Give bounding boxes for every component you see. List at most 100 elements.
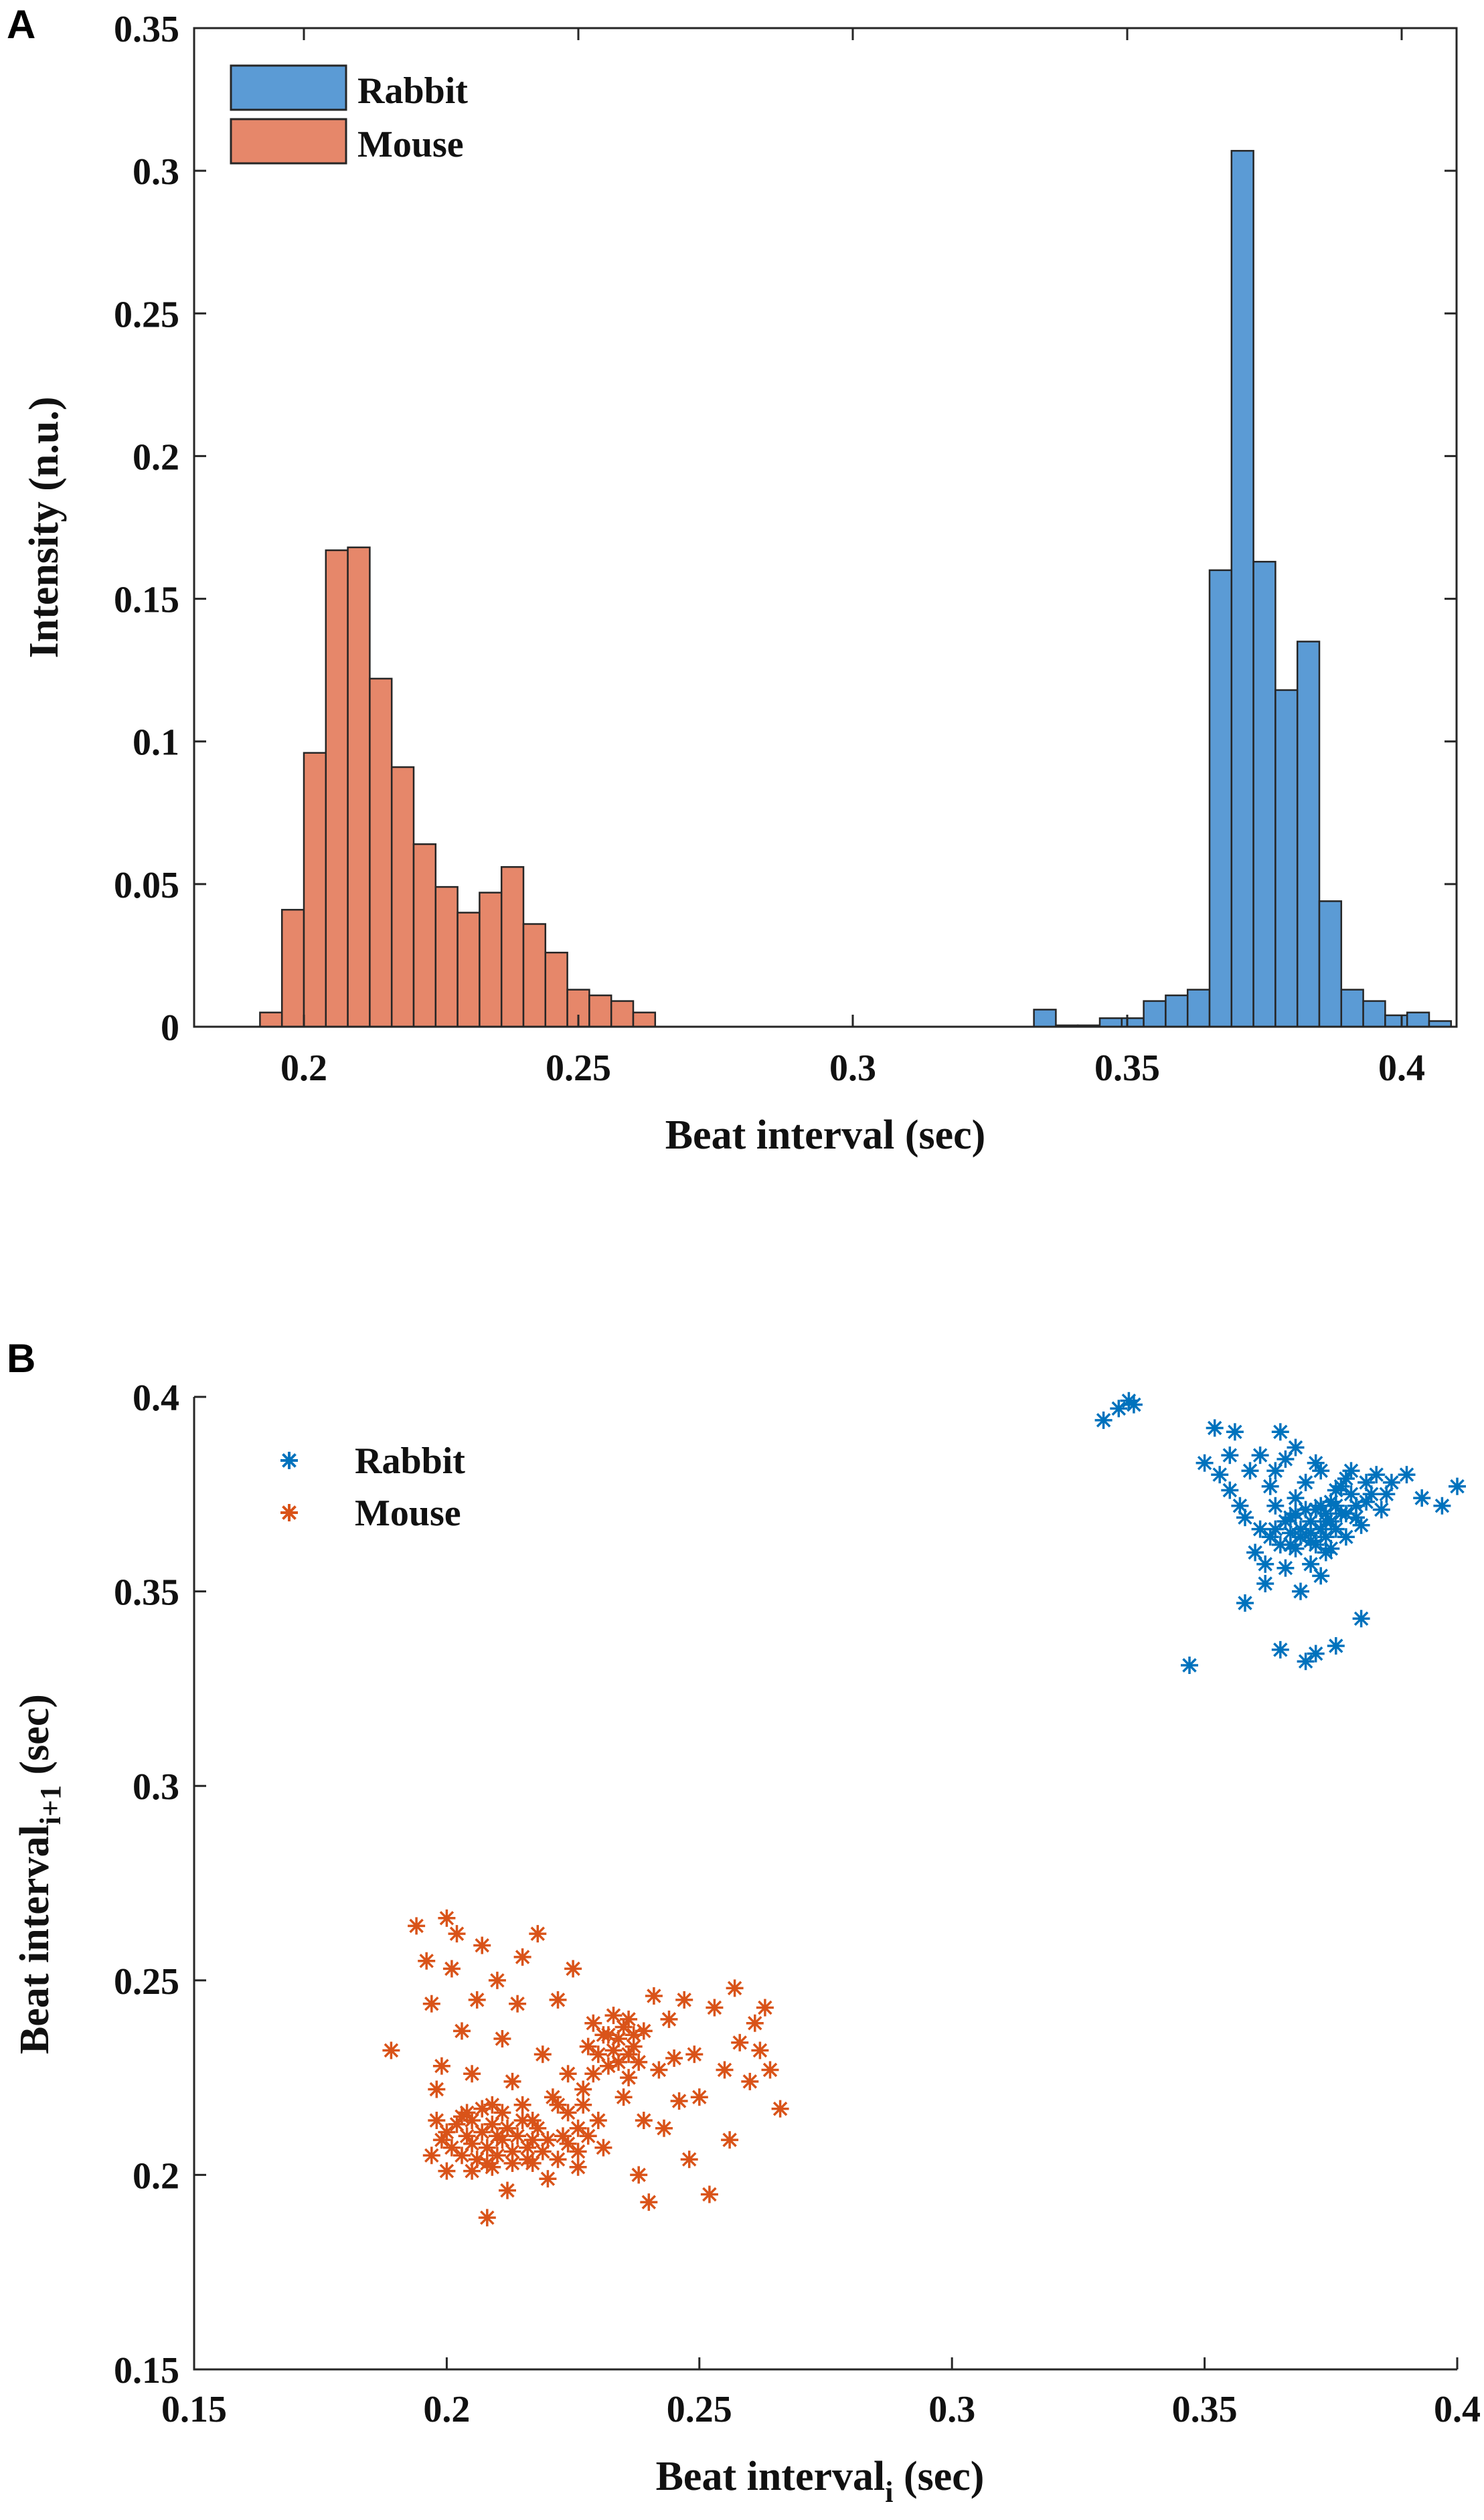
rabbit-point (1194, 1453, 1215, 1473)
y-tick-label: 0.1 (133, 722, 179, 764)
mouse-point (472, 2122, 492, 2143)
mouse-point (426, 2110, 447, 2130)
legend-marker-rabbit (279, 1450, 299, 1471)
rabbit-point (1108, 1398, 1129, 1419)
y-tick-label: 0.2 (133, 2155, 179, 2197)
x-tick-label: 0.4 (1434, 2389, 1481, 2430)
mouse-point (568, 2141, 588, 2162)
x-tick-label: 0.2 (423, 2389, 470, 2430)
rabbit-point (1275, 1558, 1296, 1578)
mouse-bars (259, 546, 657, 1028)
rabbit-point (1326, 1636, 1346, 1656)
axes-box (193, 1397, 1457, 2371)
x-tick-label: 0.35 (1094, 1047, 1160, 1089)
y-tick-label: 0.05 (114, 865, 179, 906)
mouse-point (497, 2118, 517, 2138)
mouse-point (740, 2072, 760, 2092)
rabbit-bar (1318, 900, 1343, 1028)
rabbit-point (1285, 1437, 1306, 1458)
rabbit-bar (1384, 1014, 1408, 1028)
y-tick-label: 0.15 (114, 2350, 179, 2391)
y-tick-label: 0.15 (114, 580, 179, 621)
mouse-point (512, 2110, 533, 2130)
mouse-bar (390, 766, 415, 1028)
rabbit-point (1270, 1422, 1291, 1442)
mouse-bar (610, 1000, 635, 1028)
rabbit-point (1270, 1535, 1291, 1555)
rabbit-point (1265, 1460, 1286, 1481)
x-tick-label: 0.4 (1378, 1047, 1425, 1089)
mouse-point (442, 2137, 462, 2158)
rabbit-point (1250, 1445, 1270, 1465)
rabbit-point (1093, 1410, 1114, 1430)
y-axis-ticks: 0.15 0.2 0.25 0.3 0.35 0.4 (114, 1377, 206, 2391)
mouse-point (613, 2017, 634, 2037)
y-tick-label: 0.3 (133, 1766, 179, 1808)
mouse-point (573, 2079, 593, 2100)
mouse-point (699, 2184, 720, 2205)
rabbit-bar (1252, 560, 1276, 1028)
mouse-point (452, 2106, 472, 2126)
x-tick-label: 0.2 (280, 1047, 327, 1089)
rabbit-point (1179, 1655, 1200, 1675)
mouse-point (634, 2110, 654, 2130)
mouse-point (462, 2064, 482, 2084)
rabbit-point (1285, 1538, 1306, 1559)
legend-label-mouse: Mouse (357, 124, 464, 165)
mouse-point (482, 2157, 503, 2177)
mouse-point (659, 2009, 679, 2029)
mouse-points (381, 1908, 791, 2228)
mouse-point (568, 2157, 588, 2177)
mouse-point (538, 2169, 558, 2189)
mouse-point (548, 2095, 568, 2115)
mouse-point (452, 2145, 472, 2166)
rabbit-points (1093, 1391, 1467, 1675)
mouse-bar (369, 677, 393, 1028)
rabbit-point (1260, 1476, 1281, 1497)
mouse-bar (522, 923, 547, 1028)
rabbit-point (1351, 1608, 1372, 1629)
legend: Rabbit Mouse (279, 1440, 465, 1534)
mouse-point (507, 1993, 527, 2014)
rabbit-point (1210, 1464, 1230, 1485)
mouse-bar (259, 1011, 283, 1028)
mouse-point (639, 2192, 659, 2212)
rabbit-point (1285, 1503, 1306, 1524)
x-axis-label: Beat interval (sec) (665, 1112, 986, 1158)
rabbit-bar (1340, 989, 1364, 1028)
rabbit-bar (1121, 1017, 1145, 1028)
mouse-point (477, 2137, 497, 2158)
mouse-point (432, 2055, 452, 2076)
mouse-point (750, 2040, 770, 2061)
rabbit-bar (1098, 1017, 1123, 1028)
mouse-point (507, 2126, 527, 2147)
mouse-point (629, 2165, 649, 2185)
mouse-bar (412, 843, 437, 1028)
mouse-point (492, 2102, 513, 2123)
mouse-point (588, 2110, 608, 2130)
y-axis-ticks: 0 0.05 0.1 0.15 0.2 0.25 0.3 0.35 (114, 9, 1457, 1049)
rabbit-point (1346, 1507, 1366, 1527)
legend-swatch-rabbit (230, 64, 347, 111)
mouse-point (442, 1958, 462, 1979)
mouse-point (446, 1924, 467, 1944)
rabbit-bar (1186, 989, 1211, 1028)
rabbit-point (1275, 1511, 1296, 1531)
mouse-point (724, 1978, 745, 1999)
mouse-point (730, 2033, 750, 2053)
mouse-bar (347, 546, 371, 1028)
y-tick-label: 0.25 (114, 294, 179, 335)
rabbit-point (1396, 1464, 1417, 1485)
mouse-point (472, 1935, 492, 1956)
mouse-point (689, 2087, 710, 2107)
mouse-point (649, 2060, 669, 2080)
panel-label-a: A (7, 2, 36, 47)
mouse-point (644, 1986, 664, 2006)
x-axis-ticks: 0.15 0.2 0.25 0.3 0.35 0.4 (161, 2357, 1481, 2430)
mouse-point (381, 2040, 402, 2061)
mouse-bar (434, 886, 459, 1028)
legend: Rabbit Mouse (230, 64, 468, 165)
mouse-point (416, 1950, 436, 1971)
x-tick-label: 0.3 (928, 2389, 975, 2430)
mouse-point (578, 2036, 598, 2057)
